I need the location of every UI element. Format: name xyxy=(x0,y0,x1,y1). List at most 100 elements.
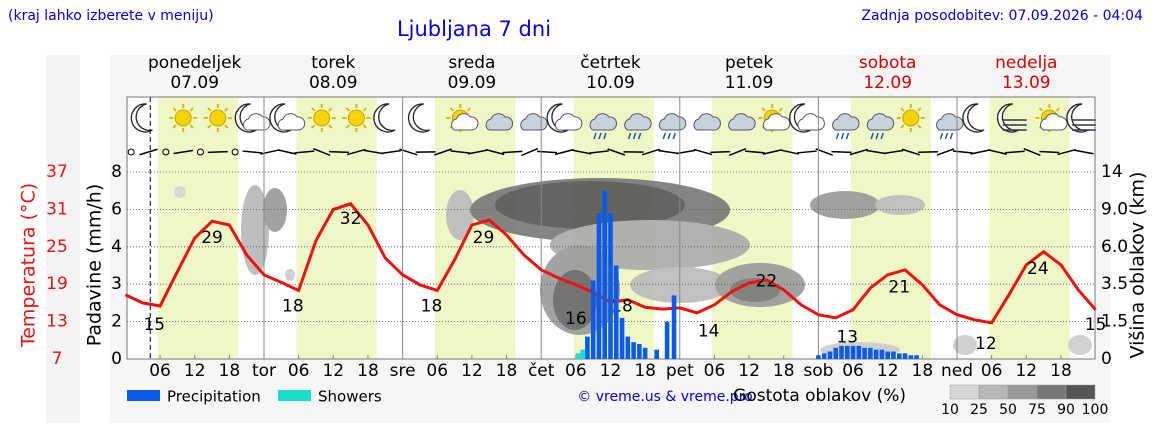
cloud-tick-label: 1.5 xyxy=(1101,312,1128,332)
wind-barb xyxy=(468,149,488,155)
precip-bar xyxy=(821,353,827,359)
sun-icon xyxy=(313,109,331,127)
x-tick-label: 18 xyxy=(1050,361,1072,381)
wind-barb xyxy=(728,148,747,156)
temp-label: 21 xyxy=(888,278,910,298)
sun-ray xyxy=(917,124,922,129)
x-tick-label: 12 xyxy=(877,361,899,381)
x-tick-label: 18 xyxy=(219,361,241,381)
left-panel xyxy=(46,55,80,423)
rain-drop xyxy=(870,132,874,140)
sun-ray xyxy=(224,124,229,129)
wind-barb xyxy=(450,150,471,154)
daylight xyxy=(989,97,1070,359)
precip-bar xyxy=(833,347,839,359)
sun-icon xyxy=(902,109,920,127)
day-date: 12.09 xyxy=(863,73,912,93)
cloud-icon xyxy=(589,113,617,131)
wind-barb xyxy=(883,149,904,155)
rain-drop xyxy=(632,132,637,140)
precip-bar xyxy=(637,344,642,359)
density-level: 25 xyxy=(970,402,988,418)
precip-bar xyxy=(585,336,590,359)
wind-barb xyxy=(987,149,1007,155)
day-name: torek xyxy=(311,53,355,73)
x-tick-label: 12 xyxy=(600,361,622,381)
precip-bar xyxy=(596,213,602,359)
x-tick-label: sre xyxy=(390,361,416,381)
sun-icon xyxy=(174,109,192,127)
sun-ray xyxy=(761,107,766,112)
x-tick-label: 12 xyxy=(322,361,344,381)
day-name: nedelja xyxy=(995,53,1057,73)
precip-bar xyxy=(654,349,659,359)
wind-barb xyxy=(607,148,626,156)
rain-drop xyxy=(637,132,642,140)
precip-bar xyxy=(844,345,850,359)
day-date: 07.09 xyxy=(170,73,219,93)
wind-barb xyxy=(710,150,731,154)
precip-bar xyxy=(896,353,902,359)
cloud-icon xyxy=(243,113,271,131)
temp-tick-label: 25 xyxy=(46,237,68,257)
wind-barb xyxy=(363,149,384,155)
sun-ray xyxy=(1038,107,1044,112)
wind-barb xyxy=(521,147,539,157)
sun-ray xyxy=(345,124,351,129)
precip-bar xyxy=(873,349,879,359)
wind-barb xyxy=(536,150,557,154)
weather-icons xyxy=(127,103,1097,157)
density-swatch xyxy=(1065,384,1096,400)
x-tick-label: 06 xyxy=(149,361,171,381)
wind-barb xyxy=(952,150,973,154)
rain-drop xyxy=(603,132,607,140)
wind-barb xyxy=(641,148,660,156)
sun-ray xyxy=(207,107,212,112)
x-tick-label: 18 xyxy=(773,361,795,381)
x-tick-label: 06 xyxy=(565,361,587,381)
sun-ray xyxy=(900,107,905,112)
wind-barb xyxy=(1023,147,1041,157)
x-tick-label: čet xyxy=(528,361,555,381)
temp-tick-label: 37 xyxy=(46,162,68,182)
precip-bar xyxy=(631,342,636,359)
wind-barb xyxy=(762,149,782,155)
rain-drop xyxy=(840,132,845,140)
x-tick-label: 18 xyxy=(912,361,934,381)
precip-bar xyxy=(868,347,873,359)
rain-drop xyxy=(662,132,666,140)
wind-barb xyxy=(675,149,696,155)
x-tick-label: tor xyxy=(252,361,276,381)
precip-bar xyxy=(625,336,631,359)
x-tick-label: ned xyxy=(941,361,973,381)
credit: © vreme.us & vreme.pro xyxy=(577,389,752,405)
x-tick-label: 12 xyxy=(184,361,206,381)
wind-barb xyxy=(571,149,592,155)
cloud-icon xyxy=(658,113,687,131)
wind-barb xyxy=(1004,150,1025,154)
wind-barb xyxy=(901,148,920,156)
precip-bar xyxy=(879,349,885,359)
density-swatch xyxy=(1036,384,1067,400)
wind-calm xyxy=(162,148,170,156)
day-date: 11.09 xyxy=(725,73,774,93)
sun-ray xyxy=(189,107,194,112)
temp-tick-label: 19 xyxy=(46,274,68,294)
precip-bar xyxy=(608,213,613,359)
cloud-icon xyxy=(485,113,513,131)
moon-icon xyxy=(234,103,257,133)
temp-label: 12 xyxy=(975,334,997,354)
cloud-icon xyxy=(554,113,583,131)
temp-tick-label: 31 xyxy=(46,199,68,219)
update-time: Zadnja posodobitev: 07.09.2026 - 04:04 xyxy=(861,8,1143,24)
x-tick-label: 06 xyxy=(426,361,448,381)
rain-drop xyxy=(672,132,676,140)
header-note: (kraj lahko izberete v meniju) xyxy=(8,8,214,24)
x-tick-label: 12 xyxy=(461,361,483,381)
precip-tick-label: 2 xyxy=(111,312,122,332)
temp-label: 13 xyxy=(836,328,858,348)
wind-barb xyxy=(434,148,452,156)
sun-ray xyxy=(311,124,316,129)
wind-barb xyxy=(294,150,315,154)
